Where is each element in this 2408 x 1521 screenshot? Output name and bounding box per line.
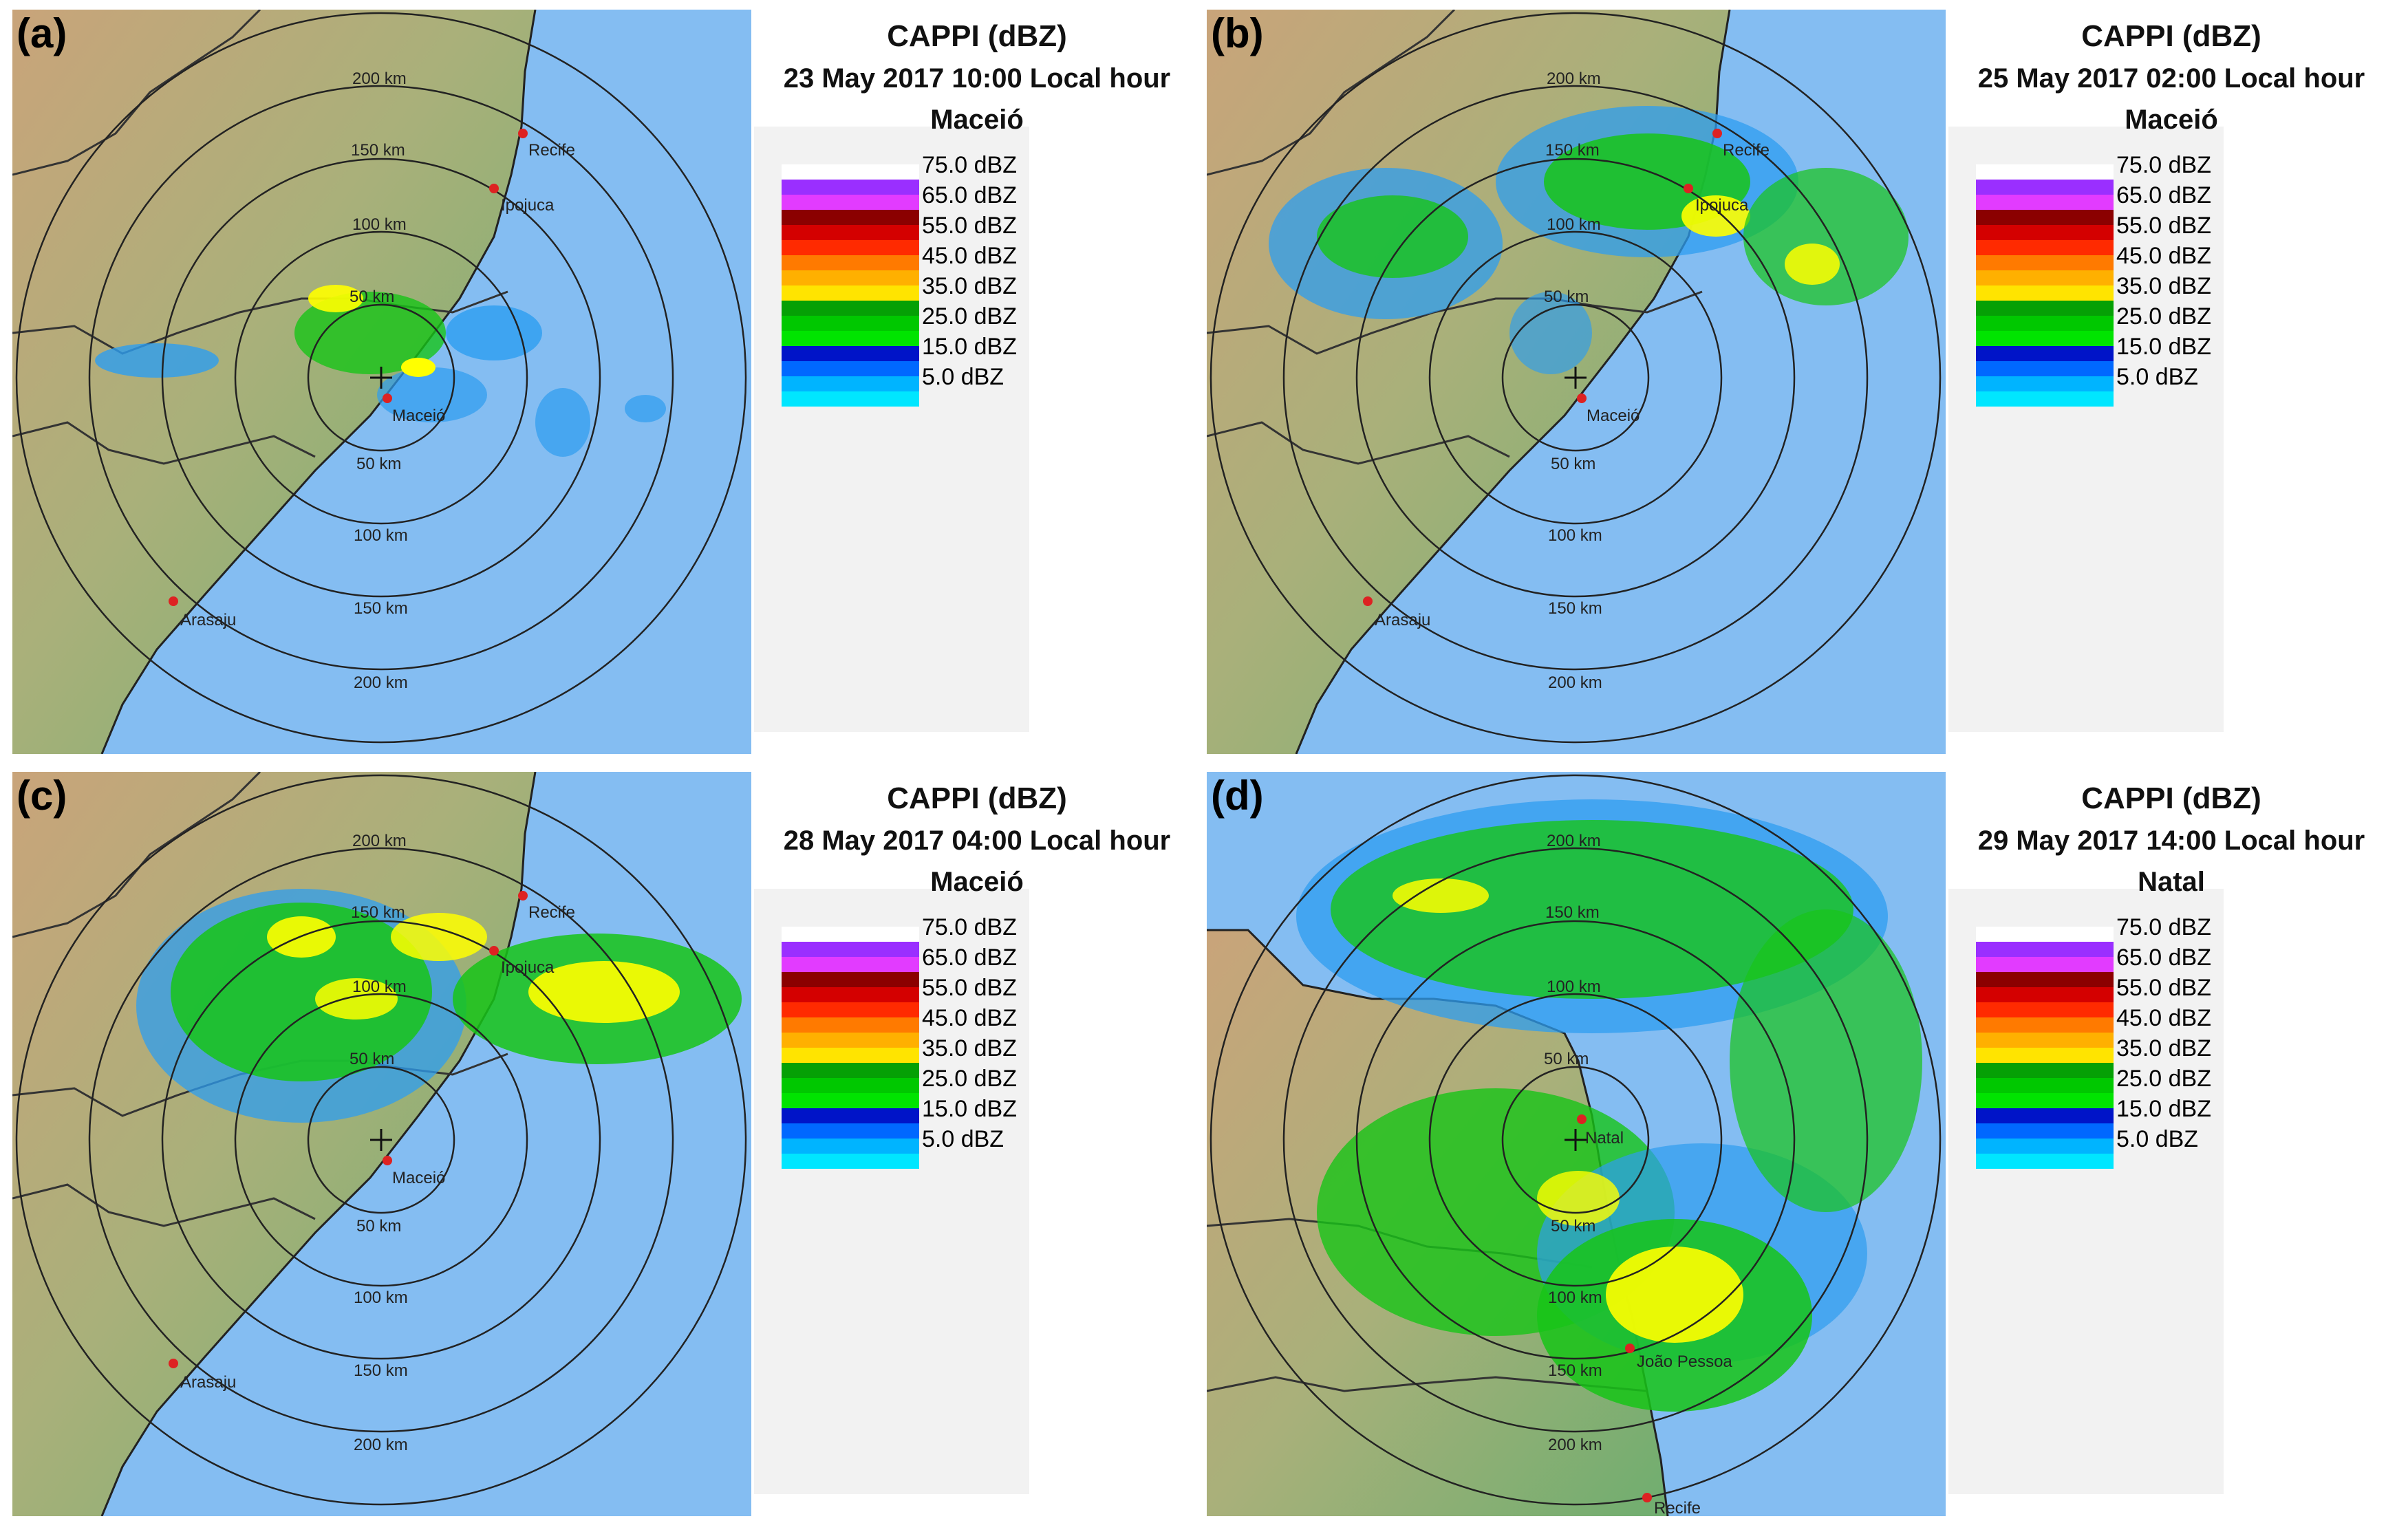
svg-text:200 km: 200 km [1548,1436,1602,1454]
range-label: 50 km [350,288,394,306]
panel-a: 50 km 100 km 150 km 200 km 50 km 100 km … [12,10,1200,754]
legend-row: 45.0 dBZ [782,243,1017,285]
range-label: 200 km [354,673,408,692]
radar-echoes [136,889,742,1123]
radar-map-b: 50 km 100 km 150 km 200 km 50 km 100 km … [1207,10,1946,754]
color-legend: 75.0 dBZ 65.0 dBZ 55.0 dBZ 45.0 dBZ 35.0… [782,914,1017,1169]
legend-panel: CAPPI (dBZ) 29 May 2017 14:00 Local hour… [1948,772,2394,1516]
panel-b: 50 km 100 km 150 km 200 km 50 km 100 km … [1207,10,2394,754]
svg-text:Ipojuca: Ipojuca [501,958,555,977]
state-border [12,10,261,176]
svg-text:João Pessoa: João Pessoa [1637,1352,1732,1371]
city-label: Recife [528,141,575,160]
svg-text:Ipojuca: Ipojuca [1695,196,1749,215]
svg-text:Arasaju: Arasaju [180,1373,236,1392]
svg-text:Natal: Natal [1585,1129,1624,1147]
radar-name: Natal [2138,867,2205,897]
svg-text:100 km: 100 km [1547,215,1601,234]
range-rings [15,12,747,744]
svg-text:150 km: 150 km [1545,141,1600,160]
state-border [12,421,316,465]
chart-title: CAPPI (dBZ) [2081,19,2261,53]
range-label: 150 km [351,141,405,160]
svg-text:Recife: Recife [528,903,575,922]
svg-text:200 km: 200 km [354,1436,408,1454]
city-label: Arasaju [180,611,236,629]
datetime-label: 28 May 2017 04:00 Local hour [783,826,1171,856]
legend-row: 55.0 dBZ [782,213,1017,255]
range-label: 50 km [356,455,401,473]
svg-text:100 km: 100 km [1548,1288,1602,1307]
legend-row: 75.0 dBZ [782,152,1017,195]
svg-text:150 km: 150 km [1548,599,1602,618]
color-legend: 75.0 dBZ 65.0 dBZ 55.0 dBZ 45.0 dBZ 35.0… [1976,152,2211,407]
panel-c: 50 km 100 km 150 km 200 km 50 km 100 km … [12,772,1200,1516]
radar-map-d: 50 km 100 km 150 km 200 km 50 km 100 km … [1207,772,1946,1516]
range-label: 100 km [354,526,408,545]
svg-text:50 km: 50 km [350,1050,394,1068]
datetime-label: 25 May 2017 02:00 Local hour [1977,63,2365,94]
radar-echoes [1269,106,1909,374]
svg-text:50 km: 50 km [1551,1217,1595,1236]
svg-text:50 km: 50 km [1544,288,1589,306]
city-label: Maceió [392,407,445,425]
radar-name: Maceió [930,867,1024,897]
svg-text:200 km: 200 km [352,832,407,850]
svg-text:150 km: 150 km [351,903,405,922]
radar-map-c: 50 km 100 km 150 km 200 km 50 km 100 km … [12,772,751,1516]
color-legend: 75.0 dBZ 65.0 dBZ 55.0 dBZ 45.0 dBZ 35.0… [1976,914,2211,1169]
svg-text:100 km: 100 km [1548,526,1602,545]
svg-text:200 km: 200 km [1548,673,1602,692]
svg-text:50 km: 50 km [1551,455,1595,473]
svg-text:50 km: 50 km [356,1217,401,1236]
datetime-label: 23 May 2017 10:00 Local hour [783,63,1171,94]
legend-row: 65.0 dBZ [782,182,1017,225]
range-label: 100 km [352,215,407,234]
svg-text:100 km: 100 km [1547,978,1601,996]
svg-text:Arasaju: Arasaju [1375,611,1430,629]
range-label: 200 km [352,69,407,88]
radar-name: Maceió [2125,105,2218,135]
legend-row: 35.0 dBZ [782,273,1017,316]
radar-site-marker [370,367,392,389]
svg-text:100 km: 100 km [354,1288,408,1307]
svg-text:150 km: 150 km [1548,1361,1602,1380]
legend-panel: CAPPI (dBZ) 28 May 2017 04:00 Local hour… [754,772,1200,1516]
svg-text:150 km: 150 km [354,1361,408,1380]
svg-text:Maceió: Maceió [1587,407,1640,425]
land-area [12,10,535,754]
svg-text:150 km: 150 km [1545,903,1600,922]
legend-panel: CAPPI (dBZ) 25 May 2017 02:00 Local hour… [1948,10,2394,754]
panel-label: (b) [1211,10,1264,56]
legend-row: 15.0 dBZ [782,334,1017,376]
city-label: Ipojuca [501,196,555,215]
panel-label: (d) [1211,773,1264,819]
legend-row: 25.0 dBZ [782,303,1017,346]
svg-text:Recife: Recife [1723,141,1770,160]
svg-text:Recife: Recife [1654,1499,1701,1516]
radar-map-a: 50 km 100 km 150 km 200 km 50 km 100 km … [12,10,751,754]
range-label: 150 km [354,599,408,618]
svg-text:100 km: 100 km [352,978,407,996]
chart-title: CAPPI (dBZ) [2081,781,2261,815]
color-legend: 75.0 dBZ 65.0 dBZ 55.0 dBZ 45.0 dBZ 35.0… [782,152,1017,407]
legend-row: 5.0 dBZ [782,364,1009,407]
svg-text:Maceió: Maceió [392,1169,445,1187]
svg-text:200 km: 200 km [1547,832,1601,850]
svg-text:200 km: 200 km [1547,69,1601,88]
datetime-label: 29 May 2017 14:00 Local hour [1977,826,2365,856]
svg-text:50 km: 50 km [1544,1050,1589,1068]
radar-echoes [95,285,666,457]
legend-panel: CAPPI (dBZ) 23 May 2017 10:00 Local hour… [754,10,1200,754]
radar-name: Maceió [930,105,1024,135]
chart-title: CAPPI (dBZ) [887,781,1067,815]
panel-label: (a) [17,10,67,56]
panel-d: 50 km 100 km 150 km 200 km 50 km 100 km … [1207,772,2394,1516]
chart-title: CAPPI (dBZ) [887,19,1067,53]
panel-label: (c) [17,773,67,819]
